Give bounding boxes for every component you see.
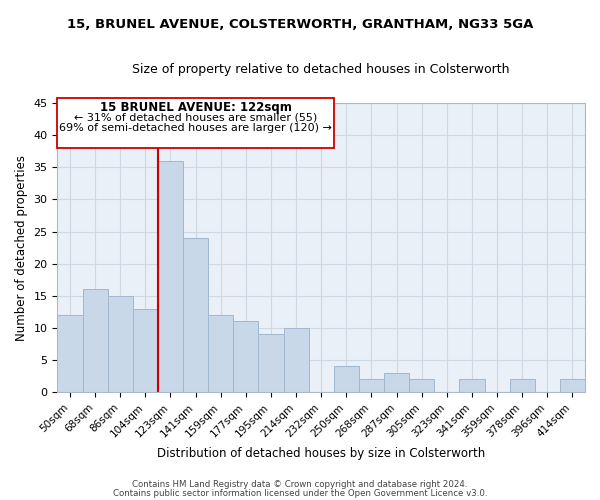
Bar bbox=[208, 315, 233, 392]
FancyBboxPatch shape bbox=[58, 98, 334, 148]
Text: Contains HM Land Registry data © Crown copyright and database right 2024.: Contains HM Land Registry data © Crown c… bbox=[132, 480, 468, 489]
Bar bbox=[384, 373, 409, 392]
Text: 15 BRUNEL AVENUE: 122sqm: 15 BRUNEL AVENUE: 122sqm bbox=[100, 101, 292, 114]
Bar bbox=[107, 296, 133, 392]
Text: Contains public sector information licensed under the Open Government Licence v3: Contains public sector information licen… bbox=[113, 489, 487, 498]
Bar bbox=[158, 161, 183, 392]
Bar bbox=[259, 334, 284, 392]
X-axis label: Distribution of detached houses by size in Colsterworth: Distribution of detached houses by size … bbox=[157, 447, 485, 460]
Bar bbox=[509, 379, 535, 392]
Bar bbox=[183, 238, 208, 392]
Text: ← 31% of detached houses are smaller (55): ← 31% of detached houses are smaller (55… bbox=[74, 113, 317, 123]
Bar bbox=[334, 366, 359, 392]
Bar bbox=[233, 322, 259, 392]
Text: 69% of semi-detached houses are larger (120) →: 69% of semi-detached houses are larger (… bbox=[59, 123, 332, 133]
Text: 15, BRUNEL AVENUE, COLSTERWORTH, GRANTHAM, NG33 5GA: 15, BRUNEL AVENUE, COLSTERWORTH, GRANTHA… bbox=[67, 18, 533, 30]
Bar bbox=[133, 308, 158, 392]
Bar bbox=[359, 379, 384, 392]
Bar bbox=[409, 379, 434, 392]
Y-axis label: Number of detached properties: Number of detached properties bbox=[15, 154, 28, 340]
Bar bbox=[560, 379, 585, 392]
Bar bbox=[58, 315, 83, 392]
Bar bbox=[284, 328, 308, 392]
Bar bbox=[83, 290, 107, 392]
Bar bbox=[460, 379, 485, 392]
Title: Size of property relative to detached houses in Colsterworth: Size of property relative to detached ho… bbox=[133, 62, 510, 76]
